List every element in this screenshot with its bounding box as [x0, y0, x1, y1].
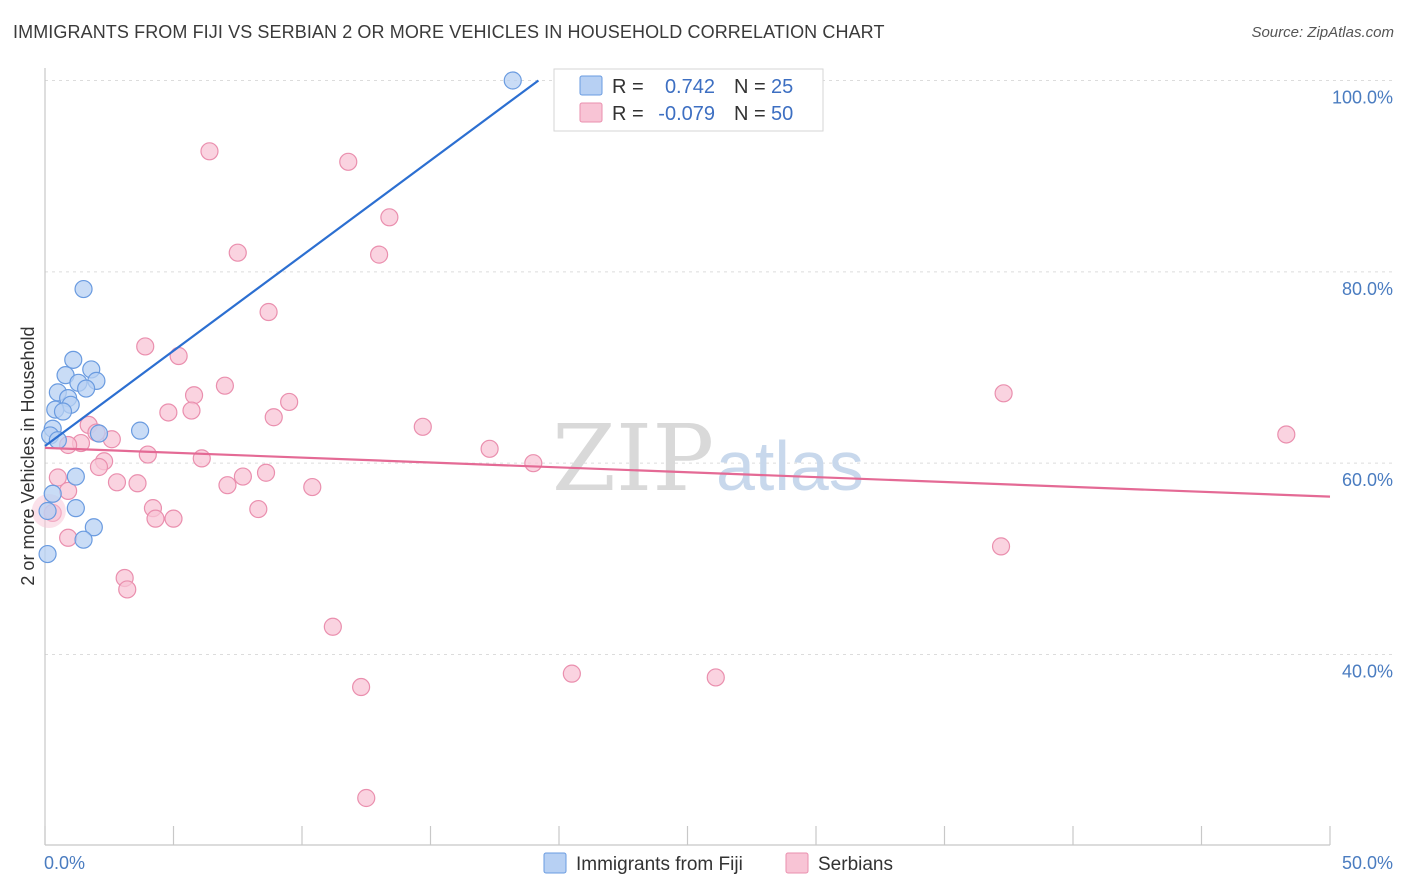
legend-r-label-fiji: R =	[612, 76, 644, 98]
serbian-point	[413, 417, 432, 436]
legend-n-label-serbian: N =	[734, 103, 766, 125]
serbian-point	[380, 208, 399, 227]
fiji-point	[503, 71, 522, 90]
serbian-point	[107, 473, 127, 492]
serbian-point	[352, 677, 371, 697]
serbian-point	[192, 449, 211, 468]
bottom-legend: Immigrants from Fiji Serbians	[543, 852, 893, 875]
legend-r-value-fiji: 0.742	[665, 76, 715, 98]
serbian-point	[562, 664, 581, 683]
fiji-point	[84, 518, 103, 537]
fiji-point	[89, 424, 109, 443]
chart-title: IMMIGRANTS FROM FIJI VS SERBIAN 2 OR MOR…	[13, 22, 885, 42]
y-tick-labels: 40.0% 60.0% 80.0% 100.0%	[1332, 88, 1393, 682]
fiji-point	[66, 467, 85, 486]
serbian-point	[994, 384, 1013, 403]
y-tick-label: 40.0%	[1342, 662, 1393, 682]
legend-box: R = 0.742 N = 25 R = -0.079 N = 50	[553, 68, 824, 132]
serbian-point	[89, 457, 109, 477]
legend-n-value-serbian: 50	[771, 103, 793, 125]
serbian-point	[146, 509, 165, 528]
fiji-point	[74, 530, 93, 549]
watermark: ZIP atlas	[552, 405, 864, 512]
fiji-point	[43, 484, 62, 503]
watermark-zip: ZIP	[552, 405, 714, 512]
serbian-point	[480, 439, 499, 458]
bottom-legend-swatch-serbian	[785, 852, 809, 874]
serbian-point	[323, 617, 342, 636]
serbian-point	[256, 463, 276, 482]
serbian-point	[524, 454, 543, 473]
y-tick-label: 80.0%	[1342, 279, 1393, 299]
serbian-point	[233, 467, 252, 486]
trend-lines	[44, 79, 1331, 498]
serbian-point	[48, 468, 67, 487]
fiji-trend-line	[44, 79, 540, 447]
x-tick-label-max: 50.0%	[1342, 853, 1393, 873]
serbian-point	[200, 142, 219, 161]
grid-lines	[45, 80, 1393, 655]
serbian-point	[164, 509, 183, 528]
x-tick-label-min: 0.0%	[44, 853, 85, 873]
fiji-point	[64, 350, 83, 369]
fiji-point	[66, 499, 85, 518]
fiji-point	[38, 544, 57, 564]
serbian-point	[118, 580, 137, 599]
fiji-points	[38, 71, 522, 564]
serbian-point	[215, 376, 234, 395]
serbian-point	[259, 302, 278, 322]
serbian-point	[1277, 425, 1296, 444]
serbian-point	[184, 386, 204, 405]
serbian-point	[228, 243, 247, 262]
serbian-point	[128, 474, 147, 493]
legend-r-label-serbian: R =	[612, 103, 644, 125]
serbian-point	[218, 476, 237, 495]
y-tick-label: 100.0%	[1332, 88, 1393, 108]
legend-r-value-serbian: -0.079	[658, 103, 715, 125]
legend-n-value-fiji: 25	[771, 76, 793, 98]
fiji-point	[74, 279, 93, 299]
serbian-point	[357, 788, 376, 808]
bottom-legend-swatch-fiji	[543, 852, 567, 874]
serbian-point	[138, 445, 157, 464]
legend-swatch-fiji	[579, 75, 603, 96]
source-label: Source: ZipAtlas.com	[1251, 24, 1394, 41]
serbian-point	[136, 337, 155, 356]
serbian-point	[182, 401, 201, 420]
serbian-point	[264, 408, 283, 427]
y-axis-label: 2 or more Vehicles in Household	[18, 326, 38, 585]
serbian-point	[59, 528, 78, 547]
serbian-trend-line	[44, 446, 1331, 498]
fiji-point	[38, 501, 57, 521]
y-tick-label: 60.0%	[1342, 470, 1393, 490]
serbian-point	[370, 245, 389, 264]
serbian-point	[280, 392, 299, 412]
bottom-legend-label-fiji: Immigrants from Fiji	[576, 854, 743, 875]
bottom-legend-label-serbian: Serbians	[818, 854, 893, 875]
serbian-point	[159, 403, 178, 422]
serbian-point	[991, 537, 1011, 556]
legend-n-label-fiji: N =	[734, 76, 766, 98]
fiji-point	[77, 379, 96, 398]
serbian-point	[303, 477, 322, 497]
serbian-point	[706, 668, 725, 687]
serbian-point	[249, 499, 268, 519]
watermark-atlas: atlas	[716, 427, 864, 505]
fiji-point	[53, 402, 73, 421]
serbian-point	[339, 152, 358, 171]
fiji-point	[130, 421, 150, 440]
legend-swatch-serbian	[579, 102, 603, 123]
x-ticks	[44, 826, 1331, 845]
